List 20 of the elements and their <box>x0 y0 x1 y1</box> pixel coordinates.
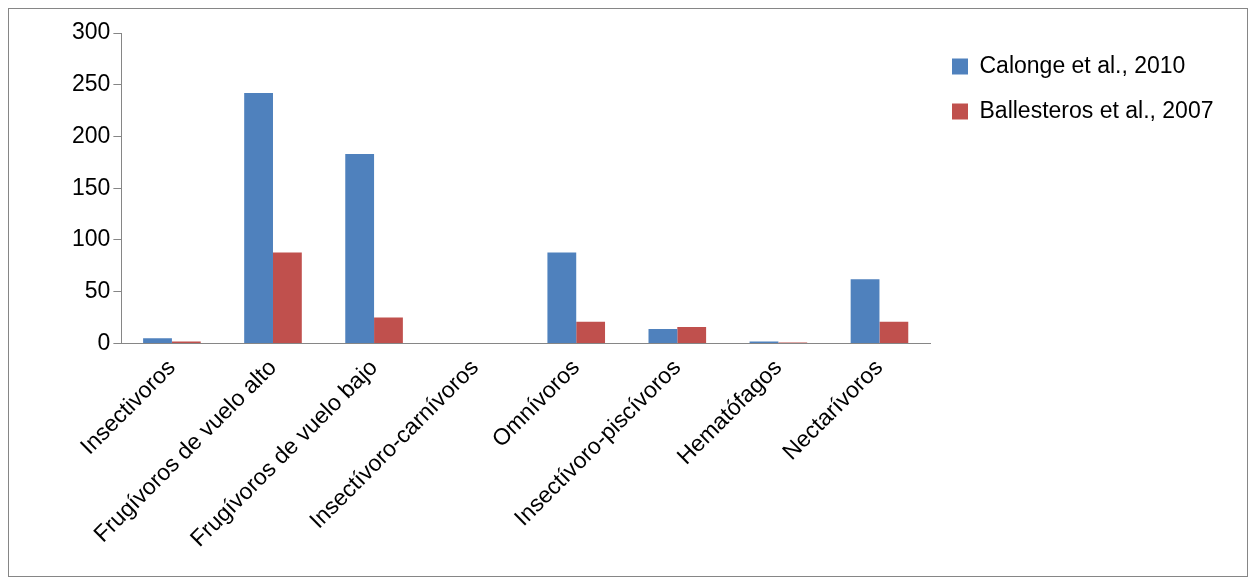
y-tick-label: 100 <box>72 225 111 252</box>
y-tick-label: 50 <box>84 277 111 304</box>
y-tick-label: 250 <box>72 70 111 97</box>
bar <box>272 252 302 343</box>
legend-label: Calonge et al., 2010 <box>979 51 1186 78</box>
bar <box>547 252 577 343</box>
bar <box>374 317 403 343</box>
bar <box>850 279 880 343</box>
legend-label: Ballesteros et al., 2007 <box>979 96 1214 123</box>
y-tick-label: 300 <box>72 18 111 45</box>
bar <box>345 154 375 343</box>
bar <box>677 326 707 343</box>
bar <box>648 328 678 343</box>
y-tick-label: 0 <box>97 328 111 355</box>
bar <box>244 93 273 343</box>
y-tick-label: 200 <box>72 121 111 148</box>
bar <box>576 321 606 343</box>
y-tick-label: 150 <box>72 173 111 200</box>
bar <box>143 338 172 343</box>
bar <box>879 321 909 343</box>
